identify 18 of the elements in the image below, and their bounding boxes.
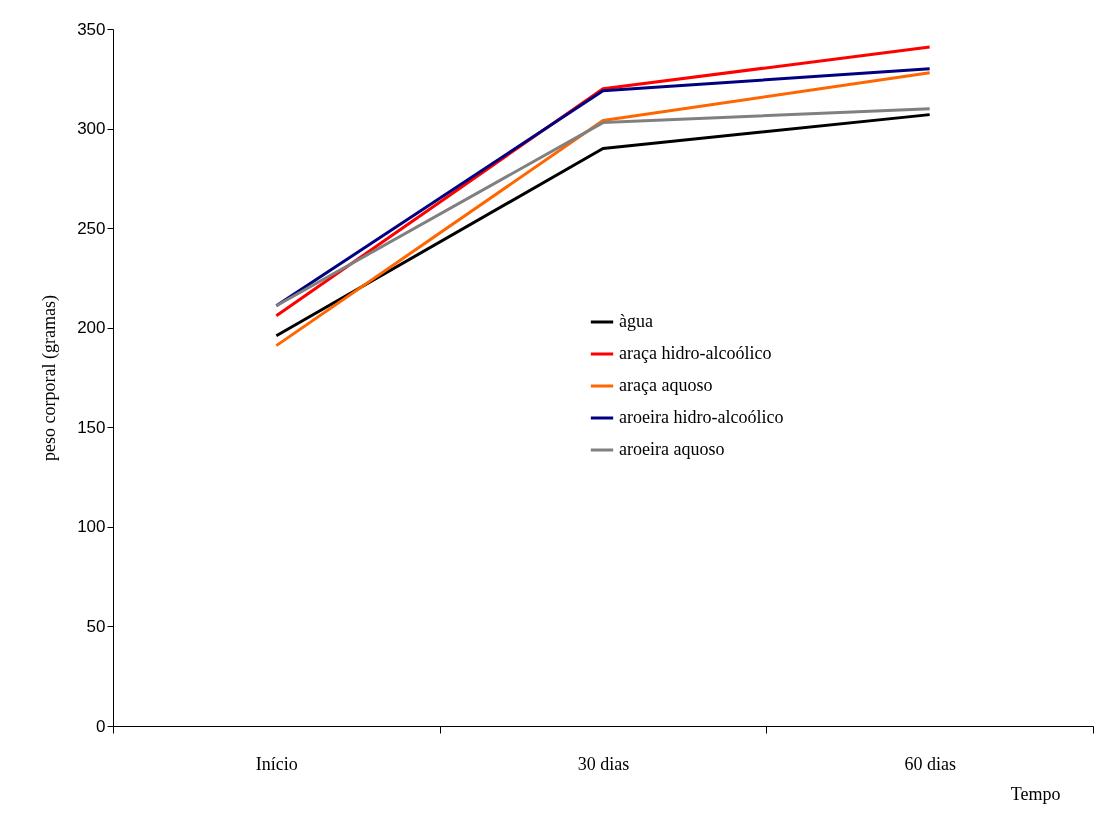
y-tick-label: 50 — [86, 616, 106, 636]
y-tick-label: 250 — [77, 218, 106, 238]
y-tick-label: 300 — [77, 119, 106, 139]
legend-label: araça hidro-alcoólico — [619, 343, 772, 363]
y-tick-label: 150 — [77, 417, 106, 437]
y-tick-label: 0 — [96, 716, 106, 736]
x-tick-label: 60 dias — [904, 753, 956, 774]
legend-label: àgua — [619, 311, 653, 331]
y-tick-label: 100 — [77, 517, 106, 537]
x-tick-label: Início — [255, 753, 298, 774]
legend-label: aroeira aquoso — [619, 439, 725, 459]
y-tick-label: 350 — [77, 19, 106, 39]
x-axis-title: Tempo — [1010, 783, 1061, 804]
legend-label: aroeira hidro-alcoólico — [619, 407, 784, 427]
x-tick-label: 30 dias — [577, 753, 630, 774]
legend-label: araça aquoso — [619, 375, 713, 395]
y-axis-title: peso corporal (gramas) — [39, 295, 61, 461]
y-tick-label: 200 — [77, 318, 106, 338]
